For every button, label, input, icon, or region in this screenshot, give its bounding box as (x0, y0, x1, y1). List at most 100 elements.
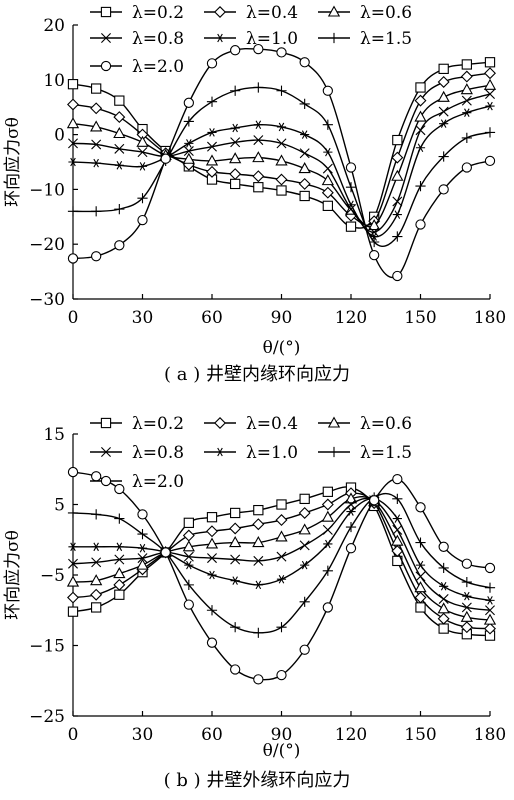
x-tick-label-a: 120 (335, 308, 367, 328)
legend-label-a-2: λ=0.6 (360, 3, 412, 23)
y-tick-label-a: −30 (29, 290, 65, 310)
data-point-a-2 (437, 90, 450, 102)
data-point-a-6 (322, 85, 333, 96)
data-point-a-3 (114, 143, 125, 154)
data-point-a-0 (230, 178, 241, 190)
panel-b: 15 5 −5 −15 −250 30 60 90 120 150 180 环向应力σθ θ/(°) ( … (3, 414, 506, 791)
data-point-b-6 (299, 644, 310, 655)
legend-marker-a-3 (101, 33, 111, 43)
legend-label-b-5: λ=1.5 (360, 443, 412, 463)
legend-label-b-2: λ=0.6 (360, 414, 412, 434)
data-point-b-2 (437, 602, 450, 614)
data-point-a-2 (113, 126, 126, 139)
data-point-b-0 (206, 512, 218, 523)
data-point-a-5 (137, 193, 148, 204)
data-point-b-3 (114, 554, 125, 565)
caption-a: ( a ) 井壁内缘环向应力 (164, 364, 350, 385)
data-point-b-1 (321, 498, 334, 511)
data-point-a-3 (137, 147, 148, 158)
data-point-a-0 (461, 59, 472, 70)
data-point-b-3 (322, 524, 333, 535)
y-tick-label-b: −25 (29, 707, 65, 727)
series-line-a-1 (72, 72, 491, 226)
legend-marker-a-6 (100, 60, 112, 72)
legend-entry-b-3: λ=0.8 (90, 443, 184, 463)
y-tick-label-b: 5 (54, 496, 65, 516)
data-point-a-4 (137, 162, 148, 171)
data-point-b-3 (461, 602, 472, 613)
data-point-b-6 (206, 637, 218, 648)
data-point-b-0 (253, 504, 264, 516)
series-b-3 (68, 495, 495, 616)
data-point-a-1 (391, 151, 404, 164)
data-point-b-4 (415, 560, 426, 570)
data-point-a-3 (415, 125, 426, 136)
data-point-a-6 (369, 250, 380, 261)
x-tick-label-b: 90 (271, 725, 293, 745)
legend-label-a-4: λ=1.0 (246, 29, 298, 49)
legend-label-a-0: λ=0.2 (132, 3, 184, 23)
data-point-a-4 (462, 108, 472, 117)
data-point-b-1 (90, 588, 103, 601)
data-point-a-3 (68, 138, 78, 149)
x-axis-label-b: θ/(°) (263, 741, 301, 761)
y-tick-label-b: 15 (43, 425, 65, 445)
data-point-a-3 (485, 89, 495, 100)
data-point-b-5 (438, 562, 449, 574)
data-point-b-2 (136, 558, 149, 570)
data-point-b-1 (229, 522, 242, 535)
data-point-a-6 (345, 162, 357, 173)
data-point-a-4 (230, 123, 240, 133)
y-tick-label-b: −15 (29, 637, 65, 657)
data-point-a-2 (90, 120, 103, 132)
data-point-a-6 (415, 219, 426, 230)
data-point-a-1 (113, 111, 126, 124)
data-point-b-6 (322, 602, 333, 613)
data-point-b-0 (183, 517, 194, 528)
data-point-b-1 (414, 591, 427, 604)
data-point-a-6 (392, 270, 403, 282)
data-point-b-3 (438, 593, 449, 604)
data-point-a-3 (253, 135, 264, 146)
data-point-b-0 (276, 499, 287, 510)
legend-marker-b-4 (215, 447, 225, 457)
data-point-a-0 (91, 83, 102, 94)
data-point-a-2 (229, 152, 242, 164)
y-tick-label-a: −20 (29, 235, 65, 255)
data-point-a-1 (67, 98, 79, 111)
data-point-b-2 (252, 536, 265, 548)
data-point-a-6 (183, 97, 194, 108)
data-point-a-3 (461, 95, 472, 106)
data-point-a-6 (253, 43, 264, 55)
data-point-b-3 (68, 558, 78, 569)
x-tick-label-b: 30 (132, 725, 154, 745)
data-point-b-5 (91, 509, 102, 520)
x-tick-label-b: 120 (335, 725, 367, 745)
legend-marker-b-2 (327, 416, 341, 428)
x-tick-label-b: 180 (474, 725, 506, 745)
data-point-b-4 (68, 542, 78, 552)
data-point-b-2 (275, 530, 288, 542)
data-point-a-3 (91, 139, 102, 150)
legend-entry-b-6: λ=2.0 (90, 472, 184, 492)
legend-marker-b-3 (101, 447, 111, 457)
data-point-a-2 (414, 110, 427, 122)
legend-marker-b-5 (328, 446, 340, 458)
y-tick-label-a: 20 (43, 16, 65, 36)
data-point-b-0 (91, 602, 102, 613)
data-point-b-2 (182, 540, 195, 552)
data-point-a-3 (346, 204, 356, 215)
data-point-a-1 (298, 177, 311, 190)
data-point-a-1 (484, 67, 496, 80)
data-point-b-5 (67, 507, 79, 519)
data-point-a-3 (322, 163, 333, 174)
data-point-b-4 (276, 574, 287, 584)
data-point-b-6 (253, 674, 264, 685)
data-point-b-0 (230, 507, 241, 519)
legend-marker-b-1 (214, 417, 226, 429)
data-point-a-3 (207, 141, 217, 152)
data-point-b-4 (346, 507, 356, 516)
data-point-a-3 (392, 196, 403, 207)
data-point-a-5 (276, 85, 287, 96)
